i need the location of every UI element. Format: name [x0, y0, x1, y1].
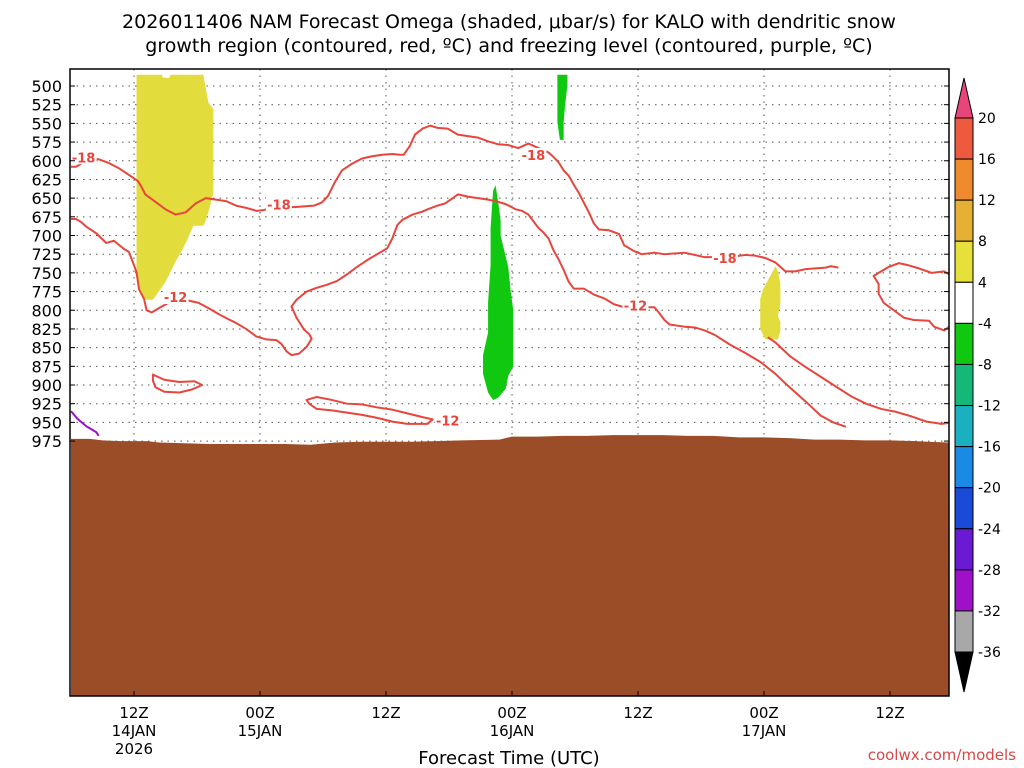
- y-tick-label: 925: [31, 395, 62, 414]
- contour-label: -18: [267, 198, 291, 213]
- y-tick-label: 875: [31, 357, 62, 376]
- y-tick-label: 575: [31, 133, 62, 152]
- y-tick-label: 525: [31, 96, 62, 115]
- contour-label: -12: [624, 299, 648, 314]
- contour-dgz-12c-closed-cell-b: [305, 395, 434, 425]
- x-axis-label: Forecast Time (UTC): [418, 748, 599, 768]
- y-tick-label: 650: [31, 189, 62, 208]
- omega-fill-omega-positive-4-to-8-a: [136, 74, 214, 300]
- colorbar-label: -12: [978, 399, 1001, 415]
- colorbar-swatch: [954, 322, 974, 365]
- colorbar-swatch: [954, 117, 974, 160]
- contour-dgz-12c-closed-cell-a: [151, 373, 204, 394]
- contour-label: -18: [522, 149, 546, 164]
- y-tick-label: 825: [31, 320, 62, 339]
- x-tick-label: 12Z: [371, 704, 400, 722]
- colorbar-label: 8: [978, 234, 987, 250]
- y-tick-label: 800: [31, 301, 62, 320]
- colorbar-label: 4: [978, 275, 987, 291]
- colorbar-swatch: [954, 569, 974, 612]
- contour-label-bg: [70, 150, 97, 165]
- x-tick-year: 2026: [115, 740, 153, 758]
- contour-label-bg: [265, 197, 292, 212]
- omega-colorbar: 20 16 12 8 4 -4 -8 -12 -16 -20 -24 -28 -32 -36: [954, 77, 1001, 693]
- colorbar-bottom-arrow: [954, 651, 974, 693]
- omega-fill-omega-positive-4-to-8-b: [760, 266, 781, 340]
- chart-title-line2: growth region (contoured, red, ºC) and f…: [145, 35, 872, 57]
- colorbar-label: -32: [978, 604, 1001, 620]
- y-tick-label: 725: [31, 245, 62, 264]
- contour-label: -12: [164, 291, 188, 306]
- contour-label-bg: [434, 413, 461, 428]
- credit-text: coolwx.com/models: [868, 746, 1016, 764]
- x-tick-label: 00Z: [749, 704, 778, 722]
- plot-frame: [69, 68, 950, 697]
- contour-label-bg: [520, 148, 547, 163]
- colorbar-label: 16: [978, 152, 996, 168]
- colorbar-label: -24: [978, 522, 1001, 538]
- colorbar-swatch: [954, 281, 974, 324]
- contour-label: -12: [436, 414, 460, 429]
- contour-label-bg: [622, 298, 649, 313]
- colorbar-label: -8: [978, 357, 992, 373]
- y-tick-label: 500: [31, 77, 62, 96]
- contour-label-bg: [711, 251, 738, 266]
- colorbar-swatch: [954, 405, 974, 448]
- colorbar-label: 20: [978, 111, 996, 127]
- colorbar-top-arrow: [954, 77, 974, 119]
- colorbar-label: -20: [978, 481, 1001, 497]
- contour-dgz-12c-closed-cell-right: [872, 262, 949, 332]
- omega-shading-layer: [71, 74, 949, 696]
- contour-label: -18: [713, 252, 737, 267]
- y-tick-label: 750: [31, 264, 62, 283]
- x-tick-date: 15JAN: [238, 722, 283, 740]
- x-tick-date: 16JAN: [490, 722, 535, 740]
- x-tick-label: 12Z: [623, 704, 652, 722]
- omega-fill-omega-negative-4-to-8-a: [557, 74, 568, 140]
- x-tick-date: 14JAN: [112, 722, 157, 740]
- plot-gridlines: [70, 69, 949, 696]
- contour-dgz-18c-contour: [71, 124, 839, 273]
- x-tick-label: 00Z: [497, 704, 526, 722]
- contour-label-bg: [162, 290, 189, 305]
- y-tick-label: 550: [31, 114, 62, 133]
- chart-title-line1: 2026011406 NAM Forecast Omega (shaded, μ…: [122, 11, 896, 33]
- x-tick-label: 12Z: [119, 704, 148, 722]
- colorbar-label: -36: [978, 645, 1001, 661]
- x-tick-label: 12Z: [875, 704, 904, 722]
- y-tick-label: 900: [31, 376, 62, 395]
- colorbar-label: -28: [978, 563, 1001, 579]
- contour-labels-layer: -18 -18 -18 -18 -12 -12 -12: [70, 148, 738, 429]
- omega-fill-terrain: [71, 435, 949, 696]
- colorbar-label: -4: [978, 316, 992, 332]
- colorbar-swatch: [954, 363, 974, 407]
- y-tick-label: 950: [31, 413, 62, 432]
- y-tick-label: 975: [31, 432, 62, 451]
- colorbar-swatch: [954, 199, 974, 242]
- y-tick-label: 850: [31, 339, 62, 358]
- y-tick-label: 675: [31, 208, 62, 227]
- colorbar-swatch: [954, 158, 974, 201]
- contour-freezing-level-contour: [70, 410, 100, 437]
- colorbar-swatch: [954, 528, 974, 571]
- colorbar-label: 12: [978, 193, 996, 209]
- x-tick-date: 17JAN: [742, 722, 787, 740]
- x-tick-label: 00Z: [245, 704, 274, 722]
- omega-fill-omega-negative-4-to-8-b: [483, 185, 514, 400]
- contour-dgz-12c-contour-lower: [767, 336, 949, 425]
- y-axis-ticks: 5005255505756006256506757007257507758008…: [31, 77, 949, 451]
- colorbar-swatch: [954, 610, 974, 653]
- colorbar-swatch: [954, 446, 974, 489]
- colorbar-label: -16: [978, 440, 1001, 456]
- y-tick-label: 600: [31, 152, 62, 171]
- y-tick-label: 700: [31, 227, 62, 246]
- colorbar-swatch: [954, 487, 974, 530]
- colorbar-swatch: [954, 240, 974, 283]
- y-tick-label: 775: [31, 283, 62, 302]
- y-tick-label: 625: [31, 170, 62, 189]
- contour-label: -18: [72, 151, 96, 166]
